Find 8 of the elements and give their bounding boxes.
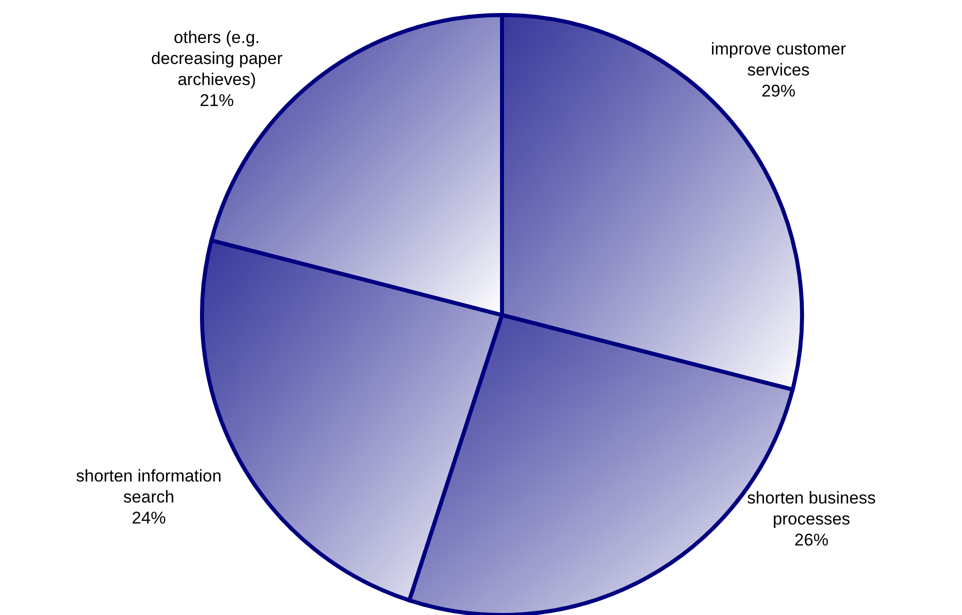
slice-label: others (e.g. decreasing paper archieves) xyxy=(151,28,283,89)
data-label: 29% xyxy=(761,81,796,100)
slice-label: shorten information search xyxy=(76,466,222,506)
slice-label: shorten business processes xyxy=(747,488,876,528)
slice-label: improve customer services xyxy=(710,39,846,80)
data-label: 24% xyxy=(132,508,166,528)
data-label: 21% xyxy=(200,90,234,110)
data-label: 26% xyxy=(794,530,828,550)
